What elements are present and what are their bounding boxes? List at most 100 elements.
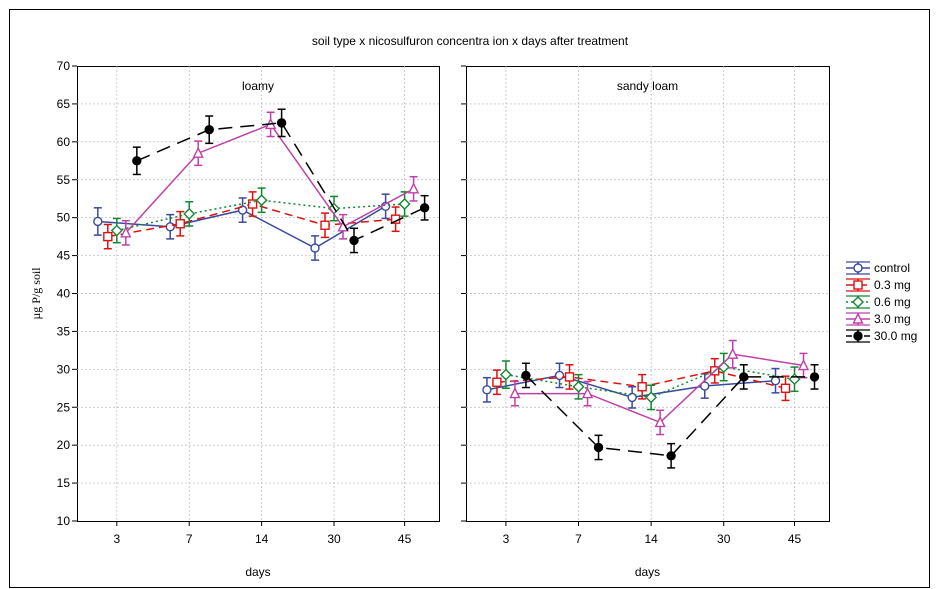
data-point <box>627 392 637 403</box>
data-point <box>593 442 604 453</box>
y-tick-label: 40 <box>57 287 71 301</box>
y-axis-label: µg P/g soil <box>29 267 43 320</box>
x-axis-label: days <box>245 565 270 579</box>
panels-layer: 10 15 20 25 30 35 40 45 50 55 60 65 70 3 7 14 30 45 loamy d… <box>29 59 830 579</box>
data-point <box>132 156 142 166</box>
data-point <box>654 415 666 428</box>
x-tick-label: 14 <box>255 532 269 546</box>
data-point <box>780 383 791 393</box>
data-point <box>727 347 739 359</box>
data-point <box>165 222 175 232</box>
data-point <box>666 451 676 461</box>
data-point <box>564 372 575 382</box>
data-point <box>120 226 132 238</box>
x-tick-label: 3 <box>113 532 120 546</box>
x-tick-label: 30 <box>717 532 731 546</box>
data-point <box>255 194 268 207</box>
y-tick-label: 20 <box>57 438 71 452</box>
y-tick-label: 50 <box>57 211 71 225</box>
y-tick-label: 70 <box>57 59 71 73</box>
x-tick-label: 14 <box>644 532 658 546</box>
legend-item-control: control <box>846 261 910 275</box>
x-axis-label: days <box>635 565 660 579</box>
series-control <box>482 362 781 409</box>
panel-frame <box>77 66 440 522</box>
data-point <box>797 358 810 371</box>
x-tick-label: 7 <box>186 532 193 546</box>
data-point <box>645 391 658 404</box>
y-tick-label: 10 <box>57 514 71 528</box>
data-point <box>349 235 359 246</box>
legend-marker <box>852 312 864 324</box>
series-30-0-mg <box>132 108 430 254</box>
data-point <box>739 372 749 382</box>
legend-marker <box>852 296 864 308</box>
data-point <box>204 124 214 135</box>
data-point <box>320 220 330 230</box>
y-tick-label: 65 <box>57 97 71 111</box>
y-tick-label: 55 <box>57 173 71 187</box>
panel-title: loamy <box>242 79 274 93</box>
data-point <box>499 368 512 381</box>
series-30-0-mg <box>521 362 820 469</box>
legend: control 0.3 mg 0.6 mg 3.0 mg 30.0 mg <box>846 261 917 343</box>
y-tick-label: 25 <box>57 400 71 414</box>
series-line <box>525 374 815 457</box>
x-tick-label: 3 <box>503 532 510 546</box>
data-point <box>572 380 585 393</box>
x-tick-label: 30 <box>327 532 341 546</box>
data-point <box>554 370 565 381</box>
legend-marker <box>853 263 863 273</box>
data-point <box>521 370 531 381</box>
data-point <box>183 207 196 220</box>
data-point <box>398 198 411 211</box>
series-control <box>93 193 391 261</box>
legend-marker <box>853 331 863 341</box>
legend-label: 30.0 mg <box>874 329 917 343</box>
legend-marker <box>853 280 863 290</box>
data-point <box>509 387 521 399</box>
legend-item-0-3-mg: 0.3 mg <box>846 278 911 292</box>
data-point <box>175 219 185 229</box>
y-tick-label: 30 <box>57 362 71 376</box>
series-3-0-mg <box>509 339 810 436</box>
data-point <box>93 216 103 227</box>
legend-label: 0.6 mg <box>874 295 911 309</box>
data-point <box>407 182 420 194</box>
data-point <box>247 199 258 209</box>
x-tick-label: 45 <box>788 532 802 546</box>
series-line <box>136 122 425 242</box>
legend-item-0-6-mg: 0.6 mg <box>846 295 911 309</box>
data-point <box>419 203 430 213</box>
series-0-3-mg <box>492 357 791 402</box>
data-point <box>770 376 781 386</box>
legend-label: 3.0 mg <box>874 312 911 326</box>
data-point <box>103 231 113 242</box>
panel-sandy-loam: 3 7 14 30 45 sandy loam days <box>461 65 830 579</box>
y-tick-label: 35 <box>57 324 71 338</box>
panel-title: sandy loam <box>617 79 678 93</box>
y-tick-label: 60 <box>57 135 71 149</box>
data-point <box>192 146 204 158</box>
data-point <box>310 243 320 253</box>
legend-label: 0.3 mg <box>874 278 911 292</box>
legend-item-3-0-mg: 3.0 mg <box>846 312 911 326</box>
data-point <box>581 387 594 399</box>
legend-label: control <box>874 261 910 275</box>
legend-item-30-0-mg: 30.0 mg <box>846 329 917 343</box>
data-point <box>482 385 492 395</box>
panel-loamy: 10 15 20 25 30 35 40 45 50 55 60 65 70 3 7 14 30 45 loamy d… <box>57 59 440 579</box>
x-tick-label: 7 <box>575 532 582 546</box>
y-tick-label: 45 <box>57 249 71 263</box>
data-point <box>700 381 710 391</box>
data-point <box>492 377 502 387</box>
data-point <box>809 372 820 382</box>
data-point <box>110 224 123 237</box>
data-point <box>276 118 287 128</box>
chart-title: soil type x nicosulfuron concentra ion x… <box>312 34 629 48</box>
data-point <box>637 382 647 392</box>
data-point <box>237 205 248 215</box>
y-tick-label: 15 <box>57 476 71 490</box>
